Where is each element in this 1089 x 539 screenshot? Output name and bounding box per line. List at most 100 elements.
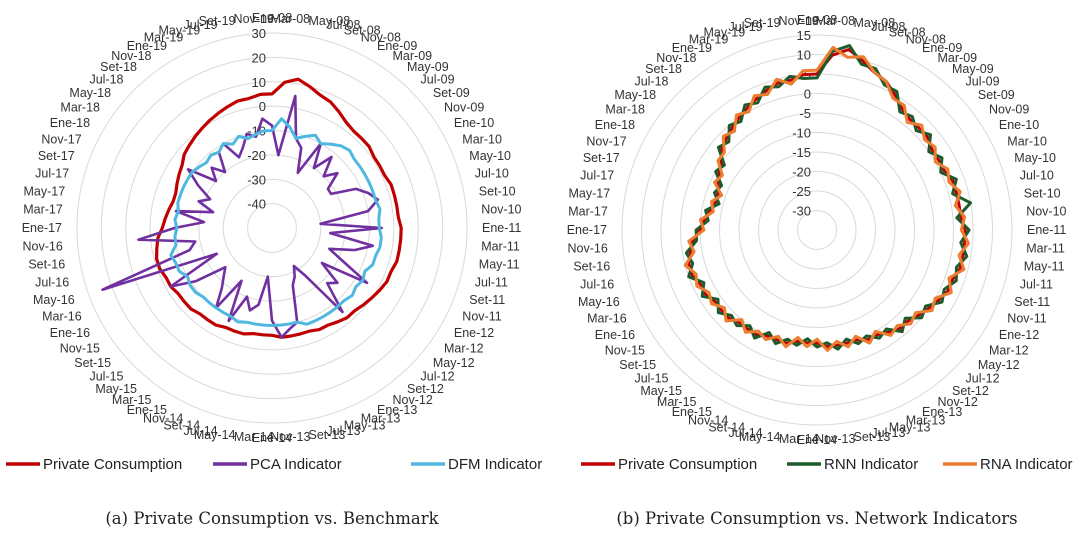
category-label: Nov-17	[586, 134, 626, 148]
category-label: Nov-08	[361, 31, 401, 45]
legend-label: Private Consumption	[618, 456, 757, 473]
legend-label: RNA Indicator	[980, 456, 1073, 473]
category-label: Mar-09	[938, 51, 978, 65]
category-label: Mar-11	[481, 239, 520, 253]
series-line-rnn-indicator	[684, 44, 973, 351]
category-label: Nov-09	[989, 103, 1029, 117]
category-label: Set-08	[889, 26, 926, 40]
category-label: May-13	[344, 418, 386, 432]
category-label: Set-18	[100, 60, 137, 74]
grid-circle	[797, 210, 837, 250]
category-label: May-10	[469, 149, 511, 163]
category-label: Set-11	[469, 293, 505, 307]
category-label: Ene-17	[22, 221, 62, 235]
caption-b: (b) Private Consumption vs. Network Indi…	[616, 509, 1017, 528]
category-label: Jul-13	[326, 424, 360, 438]
category-label: Set-14	[708, 420, 745, 434]
category-label: Mar-18	[60, 101, 100, 115]
category-label: Jul-08	[326, 18, 360, 32]
category-label: Jul-17	[35, 167, 69, 181]
category-label: Ene-12	[454, 326, 494, 340]
category-label: Set-18	[645, 62, 682, 76]
legend-benchmark: Private Consumption PCA Indicator DFM Indi…	[6, 456, 542, 473]
category-label: Jul-09	[966, 75, 1000, 89]
category-label: Jul-19	[184, 18, 218, 32]
category-label: Jul-10	[1020, 169, 1054, 183]
category-label: Nov-19	[779, 14, 819, 28]
category-label: Set-12	[407, 382, 444, 396]
radial-tick-label: -40	[247, 197, 266, 212]
category-label: Ene-19	[127, 39, 167, 53]
category-label: May-15	[95, 382, 137, 396]
category-label: Nov-15	[60, 342, 100, 356]
radial-tick-label: -10	[792, 126, 811, 141]
category-label: Mar-19	[144, 31, 184, 45]
radial-tick-label: 30	[252, 26, 266, 41]
series-line-dfm-indicator	[169, 117, 383, 327]
category-label: May-09	[952, 62, 994, 76]
category-label: Jul-14	[729, 426, 763, 440]
category-label: May-15	[640, 384, 682, 398]
category-label: Ene-08	[252, 11, 292, 25]
category-label: Ene-16	[50, 326, 90, 340]
category-label: Nov-14	[143, 411, 183, 425]
category-label: Jul-15	[634, 372, 668, 386]
category-label: Mar-13	[361, 411, 401, 425]
category-label: May-19	[159, 24, 201, 38]
category-label: Set-10	[1024, 187, 1061, 201]
category-label: Ene-18	[595, 118, 635, 132]
category-label: Mar-14	[234, 430, 274, 444]
category-label: May-17	[569, 187, 611, 201]
category-label: Mar-10	[1007, 134, 1047, 148]
category-label: May-09	[407, 60, 449, 74]
grid-circle	[76, 32, 468, 424]
category-label: Set-19	[199, 14, 236, 28]
category-label: Set-17	[583, 151, 620, 165]
grid-circle	[247, 203, 297, 253]
legend-network: Private Consumption RNN Indicator RNA Indi…	[581, 456, 1073, 473]
category-label: Ene-15	[672, 405, 712, 419]
category-label: Mar-12	[989, 344, 1029, 358]
category-label: Nov-11	[462, 310, 501, 324]
series-line-pca-indicator	[101, 94, 384, 339]
category-label: May-12	[433, 356, 475, 370]
series-line-rna-indicator	[683, 45, 970, 352]
radial-tick-label: -15	[792, 145, 811, 160]
category-label: Nov-18	[656, 51, 696, 65]
category-label: May-14	[194, 428, 236, 442]
category-label: Mar-15	[112, 393, 152, 407]
category-label: Nov-19	[234, 12, 274, 26]
legend-item: RNN Indicator	[787, 456, 918, 473]
category-label: Set-13	[309, 428, 346, 442]
category-label: Nov-14	[688, 413, 728, 427]
category-label: Jul-17	[580, 169, 614, 183]
category-label: Ene-09	[377, 39, 417, 53]
category-label: Jul-08	[871, 20, 905, 34]
category-label: Jul-12	[421, 370, 455, 384]
category-label: Jul-16	[580, 277, 614, 291]
category-label: May-19	[704, 26, 746, 40]
category-label: May-08	[854, 16, 896, 30]
category-label: Mar-15	[657, 395, 697, 409]
category-label: Nov-12	[938, 395, 978, 409]
radar-chart-network: 151050-5-10-15-20-25-30Ene-08Mar-08May-0…	[567, 13, 1067, 447]
category-label: Set-16	[573, 260, 610, 274]
legend-item: PCA Indicator	[213, 456, 342, 473]
series-line-private-consumption	[687, 48, 967, 349]
category-label: May-10	[1014, 151, 1056, 165]
legend-label: PCA Indicator	[250, 456, 342, 473]
category-label: Set-08	[344, 24, 381, 38]
grid-circle	[699, 112, 935, 348]
radial-tick-label: -5	[799, 106, 811, 121]
category-label: Nov-10	[481, 203, 521, 217]
category-label: Mar-11	[1026, 241, 1065, 255]
category-label: May-17	[24, 185, 66, 199]
category-label: Ene-13	[377, 403, 417, 417]
radial-tick-label: -20	[247, 148, 266, 163]
category-label: Ene-15	[127, 403, 167, 417]
category-label: Nov-13	[815, 432, 855, 446]
grid-circle	[641, 54, 993, 406]
category-label: Nov-08	[906, 33, 946, 47]
category-label: Jul-11	[475, 275, 508, 289]
category-label: May-16	[578, 295, 620, 309]
